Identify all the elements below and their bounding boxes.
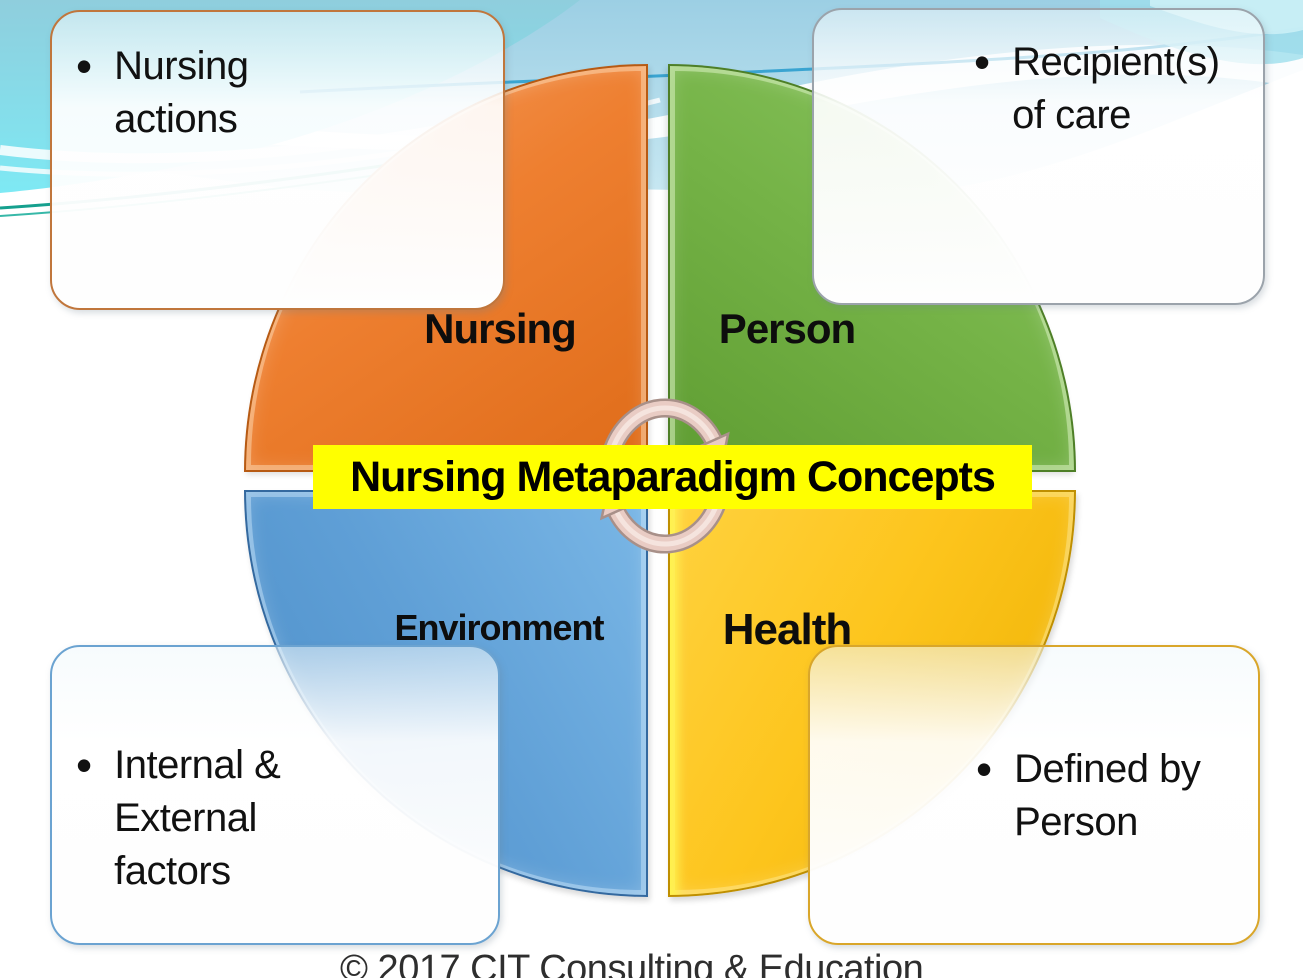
callout-recipients-of-care: • Recipient(s) of care — [812, 8, 1265, 305]
bullet-icon: • — [976, 743, 993, 795]
callout-text-person: Recipient(s) of care — [1012, 40, 1220, 137]
title-banner-label: Nursing Metaparadigm Concepts — [350, 452, 996, 501]
callout-text-environment: Internal & External factors — [114, 743, 281, 893]
bullet-icon: • — [76, 739, 93, 791]
quadrant-label-person: Person — [718, 305, 856, 352]
cycle-arrows-icon — [599, 398, 730, 554]
callout-text-health: Defined by Person — [1014, 747, 1201, 844]
quadrant-label-nursing: Nursing — [424, 305, 577, 352]
callout-nursing-actions: • Nursing actions — [50, 10, 505, 310]
copyright-text: © 2017 CIT Consulting & Education — [340, 948, 924, 978]
callout-defined-by-person: • Defined by Person — [808, 645, 1260, 945]
title-banner: Nursing Metaparadigm Concepts — [313, 445, 1032, 509]
callout-text-nursing: Nursing actions — [114, 44, 249, 141]
quadrant-label-environment: Environment — [394, 607, 604, 648]
callout-internal-external-factors: • Internal & External factors — [50, 645, 500, 945]
bullet-icon: • — [76, 40, 93, 92]
bullet-icon: • — [974, 36, 991, 88]
